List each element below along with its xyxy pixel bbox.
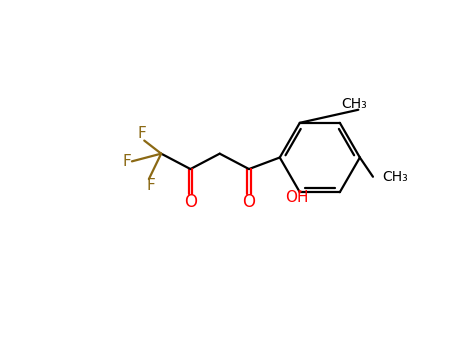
Text: CH₃: CH₃ <box>382 170 408 184</box>
Text: O: O <box>184 193 197 211</box>
Text: OH: OH <box>285 190 308 205</box>
Text: F: F <box>122 154 131 169</box>
Text: F: F <box>147 178 156 194</box>
Text: F: F <box>137 126 147 141</box>
Text: CH₃: CH₃ <box>342 97 367 111</box>
Text: O: O <box>243 193 255 211</box>
